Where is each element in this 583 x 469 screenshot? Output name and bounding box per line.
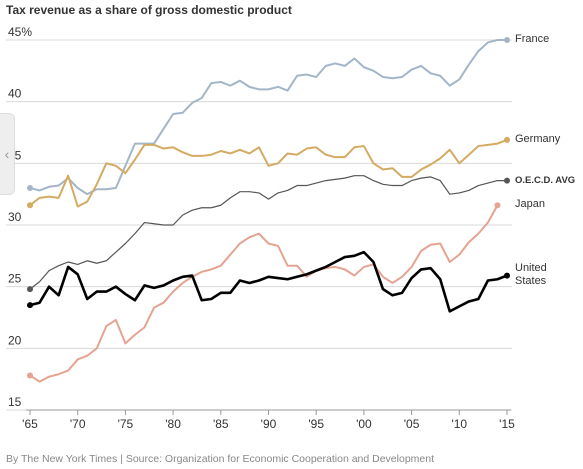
x-tick-label: '95 [308, 417, 324, 431]
end-dot [504, 177, 510, 184]
series-line [29, 175, 507, 290]
y-tick-label: 20 [8, 333, 22, 347]
chart-title: Tax revenue as a share of gross domestic… [6, 3, 292, 17]
end-dot [27, 202, 33, 209]
x-tick-label: '10 [451, 417, 467, 431]
x-tick-label: '75 [118, 417, 134, 431]
series-line [29, 39, 507, 196]
end-dot [504, 37, 510, 43]
end-dot [494, 202, 501, 209]
side-tab[interactable]: ‹ [0, 113, 15, 195]
y-tick-label: 45% [8, 25, 32, 39]
series-line [29, 138, 508, 208]
series-label: United States [515, 261, 547, 287]
series-line [29, 204, 499, 383]
end-dot [504, 272, 510, 279]
source: By The New York Times | Source: Organiza… [6, 453, 434, 465]
series-label: Japan [515, 198, 545, 211]
x-tick-label: '05 [404, 417, 420, 431]
series-line [29, 250, 508, 313]
x-tick-label: '15 [499, 417, 515, 431]
y-tick-label: 15 [8, 395, 22, 409]
end-dot [27, 185, 33, 191]
series-label: O.E.C.D. AVG [515, 174, 576, 186]
end-dot [27, 302, 33, 309]
y-tick-label: 25 [8, 272, 22, 286]
end-dot [27, 372, 33, 379]
series-label: Germany [515, 132, 561, 145]
x-tick-label: '70 [70, 417, 86, 431]
x-tick-label: '80 [165, 417, 181, 431]
end-dot [27, 286, 33, 293]
y-tick-label: 30 [8, 210, 22, 224]
series-label: France [515, 33, 550, 45]
y-tick-label: 40 [8, 87, 22, 101]
x-tick-label: '85 [213, 417, 229, 431]
x-tick-label: '90 [261, 417, 277, 431]
x-tick-label: '00 [356, 417, 372, 431]
end-dot [504, 136, 510, 143]
x-tick-label: '65 [22, 417, 38, 431]
